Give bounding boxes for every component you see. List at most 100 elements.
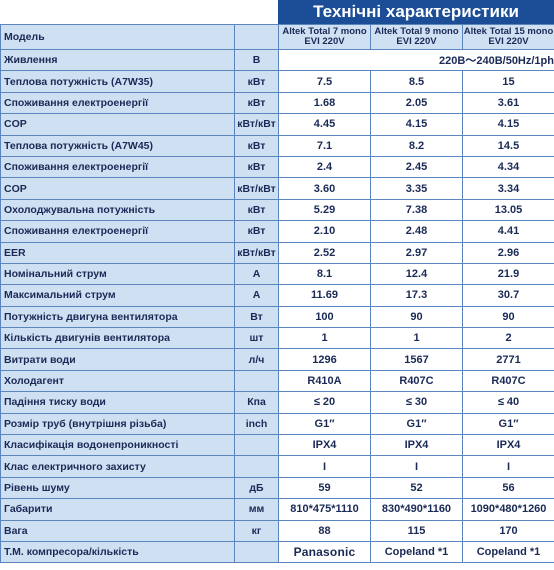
model-name-1: Altek Total 7 mono EVI 220V — [278, 24, 371, 50]
row-unit: шт — [234, 327, 279, 350]
row-value-1: 3.60 — [278, 177, 371, 200]
row-label: Габарити — [0, 498, 235, 521]
row-label: Класифікація водонепроникності — [0, 434, 235, 457]
row-value-1: 2.10 — [278, 220, 371, 243]
row-label: Споживання електроенергії — [0, 220, 235, 243]
row-value-1: 100 — [278, 305, 371, 329]
row-value-3: 56 — [462, 476, 554, 500]
row-value-1: I — [278, 455, 371, 478]
row-value-1: 7.5 — [278, 70, 371, 93]
table-row: Рівень шуму дБ 59 52 56 — [0, 476, 554, 500]
table-row: Витрати води л/ч 1296 1567 2771 — [0, 348, 554, 371]
table-row: Максимальний струм A 11.69 17.3 30.7 — [0, 284, 554, 307]
model-name-3: Altek Total 15 mono EVI 220V — [462, 24, 554, 50]
row-value-2: 1 — [370, 327, 463, 350]
row-label: Охолоджувальна потужність — [0, 198, 235, 222]
model-header-label: Модель — [0, 24, 235, 50]
row-value-3: R407C — [462, 369, 554, 393]
row-label: Т.М. компресора/кількість — [0, 540, 235, 564]
row-label: Теплова потужність (A7W45) — [0, 134, 235, 157]
row-value-2: 2.97 — [370, 241, 463, 264]
row-value-2: 115 — [370, 519, 463, 542]
row-label: Падіння тиску води — [0, 391, 235, 414]
row-value-3: 3.34 — [462, 177, 554, 200]
row-unit — [234, 455, 279, 478]
table-row: Вага кг 88 115 170 — [0, 519, 554, 542]
row-unit: кВт — [234, 91, 279, 115]
row-value-3: G1″ — [462, 412, 554, 436]
row-value-3: 2 — [462, 327, 554, 350]
row-value-2: IPX4 — [370, 434, 463, 457]
row-value-1: R410A — [278, 369, 371, 393]
row-value-2: 8.5 — [370, 70, 463, 93]
row-unit: кВт/кВт — [234, 113, 279, 136]
row-value-1: 59 — [278, 476, 371, 500]
row-unit: л/ч — [234, 348, 279, 371]
row-value-1: 11.69 — [278, 284, 371, 307]
row-value-2: 2.05 — [370, 91, 463, 115]
model-name-2: Altek Total 9 mono EVI 220V — [370, 24, 463, 50]
row-label: Вага — [0, 519, 235, 542]
row-value-1: 2.4 — [278, 155, 371, 179]
row-value-3: 14.5 — [462, 134, 554, 157]
row-value-3: 4.34 — [462, 155, 554, 179]
row-unit: дБ — [234, 476, 279, 500]
table-row: Номінальний струм A 8.1 12.4 21.9 — [0, 262, 554, 286]
row-unit: кВт — [234, 198, 279, 222]
table-row: Кількість двигунів вентилятора шт 1 1 2 — [0, 327, 554, 350]
table-row: COP кВт/кВт 3.60 3.35 3.34 — [0, 177, 554, 200]
row-value-3: IPX4 — [462, 434, 554, 457]
table-row: Потужність двигуна вентилятора Вт 100 90 90 — [0, 305, 554, 329]
row-value-3: 13.05 — [462, 198, 554, 222]
row-value-2: 52 — [370, 476, 463, 500]
row-label: COP — [0, 113, 235, 136]
row-value-1: 2.52 — [278, 241, 371, 264]
row-label: Кількість двигунів вентилятора — [0, 327, 235, 350]
row-unit: кВт — [234, 134, 279, 157]
row-label: Розмір труб (внутрішня різьба) — [0, 412, 235, 436]
row-value-2: 7.38 — [370, 198, 463, 222]
row-value-1: 1296 — [278, 348, 371, 371]
table-row: Холодагент R410A R407C R407C — [0, 369, 554, 393]
row-value-3: 2771 — [462, 348, 554, 371]
row-value-2: 90 — [370, 305, 463, 329]
row-value-1: 7.1 — [278, 134, 371, 157]
row-unit: Вт — [234, 305, 279, 329]
table-row: Габарити мм 810*475*1110 830*490*1160 1090*4… — [0, 498, 554, 521]
row-label: COP — [0, 177, 235, 200]
supply-value: 220В～240В/50Hz/1ph — [278, 48, 554, 72]
row-value-3: 90 — [462, 305, 554, 329]
row-value-1: 810*475*1110 — [278, 498, 371, 521]
row-value-3: I — [462, 455, 554, 478]
table-row: Т.М. компресора/кількість Panasonic Copela… — [0, 540, 554, 564]
row-value-3: 3.61 — [462, 91, 554, 115]
row-value-3: Copeland *1 — [462, 540, 554, 564]
row-value-2: 3.35 — [370, 177, 463, 200]
row-value-2: 830*490*1160 — [370, 498, 463, 521]
unit-header-cell — [234, 24, 279, 50]
row-value-2: 1567 — [370, 348, 463, 371]
row-value-3: ≤ 40 — [462, 391, 554, 414]
row-label: Споживання електроенергії — [0, 155, 235, 179]
row-label: Номінальний струм — [0, 262, 235, 286]
table-row: Теплова потужність (A7W45) кВт 7.1 8.2 14.5 — [0, 134, 554, 157]
row-label: Витрати води — [0, 348, 235, 371]
row-value-1: G1″ — [278, 412, 371, 436]
row-unit: A — [234, 284, 279, 307]
header-row: Модель Altek Total 7 mono EVI 220V Altek… — [0, 24, 554, 50]
row-unit — [234, 434, 279, 457]
row-label: Клас електричного захисту — [0, 455, 235, 478]
row-value-3: 4.15 — [462, 113, 554, 136]
row-label: Споживання електроенергії — [0, 91, 235, 115]
row-unit: Кпа — [234, 391, 279, 414]
row-value-3: 4.41 — [462, 220, 554, 243]
row-unit: A — [234, 262, 279, 286]
supply-unit: В — [234, 48, 279, 72]
row-value-2: 17.3 — [370, 284, 463, 307]
table-row: Споживання електроенергії кВт 1.68 2.05 3.61 — [0, 91, 554, 115]
row-unit: кВт — [234, 155, 279, 179]
row-value-3: 21.9 — [462, 262, 554, 286]
row-label: Холодагент — [0, 369, 235, 393]
row-value-2: 4.15 — [370, 113, 463, 136]
row-label: EER — [0, 241, 235, 264]
